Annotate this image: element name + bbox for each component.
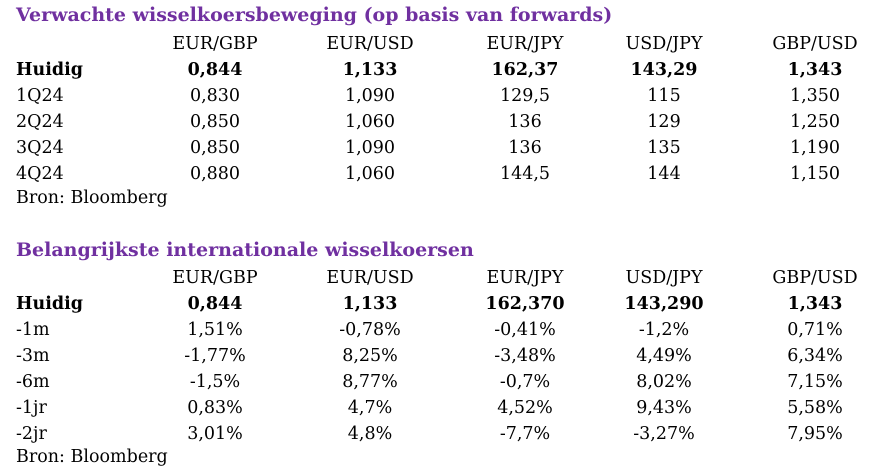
table-cell: 3,01% (187, 424, 243, 444)
table-cell: 1,51% (187, 320, 243, 340)
column-header: EUR/JPY (486, 34, 564, 54)
table-row: -6m -1,5% 8,77% -0,7% 8,02% 7,15% (0, 369, 874, 395)
table-cell: 7,15% (787, 372, 843, 392)
section2-title: Belangrijkste internationale wisselkoers… (16, 239, 474, 261)
forward-rates-table: EUR/GBP EUR/USD EUR/JPY USD/JPY GBP/USD … (0, 31, 874, 187)
table-cell: 9,43% (636, 398, 692, 418)
row-label: 4Q24 (16, 164, 64, 184)
table-cell: 1,190 (789, 138, 841, 158)
row-label: Huidig (16, 60, 84, 80)
table-cell: 144 (647, 164, 681, 184)
table-cell: -3,48% (494, 346, 556, 366)
column-header: GBP/USD (772, 268, 858, 288)
table-header-row: EUR/GBP EUR/USD EUR/JPY USD/JPY GBP/USD (0, 31, 874, 57)
table-cell: 6,34% (787, 346, 843, 366)
table-cell: 8,25% (342, 346, 398, 366)
table-row: 1Q24 0,830 1,090 129,5 115 1,350 (0, 83, 874, 109)
column-header: EUR/GBP (172, 34, 258, 54)
section1-title: Verwachte wisselkoersbeweging (op basis … (16, 4, 613, 26)
table-cell: 1,060 (344, 164, 396, 184)
table-cell: 0,844 (187, 60, 243, 80)
table-cell: 136 (508, 138, 542, 158)
table-cell: 144,5 (499, 164, 551, 184)
row-label: 2Q24 (16, 112, 64, 132)
column-header: GBP/USD (772, 34, 858, 54)
column-header: USD/JPY (625, 268, 703, 288)
table-row: -1jr 0,83% 4,7% 4,52% 9,43% 5,58% (0, 395, 874, 421)
table-row-current: Huidig 0,844 1,133 162,370 143,290 1,343 (0, 291, 874, 317)
table-cell: 0,830 (189, 86, 241, 106)
table-header-row: EUR/GBP EUR/USD EUR/JPY USD/JPY GBP/USD (0, 265, 874, 291)
table-cell: 162,370 (485, 294, 565, 314)
row-label: -2jr (16, 424, 47, 444)
column-header: EUR/GBP (172, 268, 258, 288)
table-cell: 4,49% (636, 346, 692, 366)
table-cell: 1,350 (789, 86, 841, 106)
table-cell: 4,52% (497, 398, 553, 418)
table-cell: 0,844 (187, 294, 243, 314)
table-cell: 1,343 (787, 294, 843, 314)
table-cell: 1,250 (789, 112, 841, 132)
column-header: USD/JPY (625, 34, 703, 54)
table-cell: 0,71% (787, 320, 843, 340)
table-row: -2jr 3,01% 4,8% -7,7% -3,27% 7,95% (0, 421, 874, 447)
table-cell: 1,343 (787, 60, 843, 80)
table-cell: 0,83% (187, 398, 243, 418)
table-cell: 5,58% (787, 398, 843, 418)
source-note: Bron: Bloomberg (16, 447, 168, 467)
row-label: Huidig (16, 294, 84, 314)
table-cell: 143,29 (630, 60, 698, 80)
table-row: 3Q24 0,850 1,090 136 135 1,190 (0, 135, 874, 161)
table-cell: 115 (647, 86, 681, 106)
table-cell: 136 (508, 112, 542, 132)
table-cell: -3,27% (633, 424, 695, 444)
table-cell: 129,5 (499, 86, 551, 106)
table-cell: -1,77% (184, 346, 246, 366)
table-cell: -7,7% (499, 424, 551, 444)
table-row-current: Huidig 0,844 1,133 162,37 143,29 1,343 (0, 57, 874, 83)
table-cell: 1,133 (342, 294, 398, 314)
table-cell: 1,090 (344, 138, 396, 158)
source-note: Bron: Bloomberg (16, 188, 168, 208)
table-cell: 4,8% (347, 424, 393, 444)
table-cell: 1,090 (344, 86, 396, 106)
table-cell: 1,133 (342, 60, 398, 80)
row-label: 1Q24 (16, 86, 64, 106)
table-cell: -0,41% (494, 320, 556, 340)
row-label: -6m (16, 372, 50, 392)
row-label: -1m (16, 320, 50, 340)
table-cell: 8,77% (342, 372, 398, 392)
table-cell: 7,95% (787, 424, 843, 444)
table-cell: 1,150 (789, 164, 841, 184)
table-cell: 0,850 (189, 138, 241, 158)
column-header: EUR/JPY (486, 268, 564, 288)
row-label: 3Q24 (16, 138, 64, 158)
table-cell: -0,78% (339, 320, 401, 340)
table-cell: 0,850 (189, 112, 241, 132)
table-cell: 162,37 (491, 60, 559, 80)
exchange-rates-table: EUR/GBP EUR/USD EUR/JPY USD/JPY GBP/USD … (0, 265, 874, 447)
column-header: EUR/USD (326, 34, 414, 54)
row-label: -3m (16, 346, 50, 366)
table-row: -1m 1,51% -0,78% -0,41% -1,2% 0,71% (0, 317, 874, 343)
table-cell: 4,7% (347, 398, 393, 418)
table-cell: 8,02% (636, 372, 692, 392)
table-cell: -0,7% (499, 372, 551, 392)
table-cell: -1,2% (638, 320, 690, 340)
table-cell: 143,290 (624, 294, 704, 314)
table-cell: 135 (647, 138, 681, 158)
table-row: -3m -1,77% 8,25% -3,48% 4,49% 6,34% (0, 343, 874, 369)
table-row: 2Q24 0,850 1,060 136 129 1,250 (0, 109, 874, 135)
table-row: 4Q24 0,880 1,060 144,5 144 1,150 (0, 161, 874, 187)
row-label: -1jr (16, 398, 47, 418)
table-cell: 1,060 (344, 112, 396, 132)
table-cell: -1,5% (189, 372, 241, 392)
table-cell: 129 (647, 112, 681, 132)
table-cell: 0,880 (189, 164, 241, 184)
column-header: EUR/USD (326, 268, 414, 288)
